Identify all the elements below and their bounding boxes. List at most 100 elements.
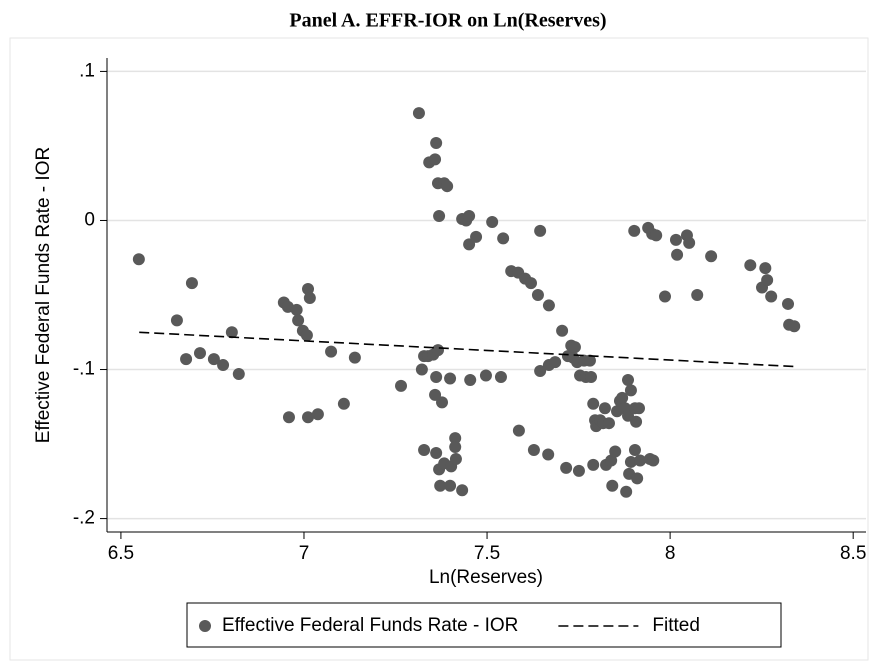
point <box>395 379 408 392</box>
y-tick-label: .1 <box>79 60 95 81</box>
point <box>412 107 425 120</box>
point <box>430 370 443 383</box>
point <box>207 353 220 366</box>
point <box>632 402 645 415</box>
point <box>449 452 462 465</box>
point <box>456 484 469 497</box>
point <box>132 253 145 266</box>
point <box>449 432 462 445</box>
point <box>325 345 338 358</box>
point <box>311 408 324 421</box>
point <box>634 454 647 467</box>
point <box>560 461 573 474</box>
point <box>431 344 444 357</box>
point <box>602 417 615 430</box>
x-tick-label: 8 <box>665 543 676 564</box>
y-tick-label: 0 <box>84 209 95 230</box>
point <box>744 259 757 272</box>
point <box>587 397 600 410</box>
x-tick-label: 7 <box>299 543 310 564</box>
point <box>568 341 581 354</box>
point <box>782 297 795 310</box>
point <box>630 415 643 428</box>
point <box>658 290 671 303</box>
point <box>556 324 569 337</box>
point <box>605 454 618 467</box>
point <box>534 365 547 378</box>
point <box>628 224 641 237</box>
point <box>464 373 477 386</box>
point <box>444 372 457 385</box>
point <box>549 356 562 369</box>
point <box>470 230 483 243</box>
point <box>441 180 454 193</box>
point <box>609 445 622 458</box>
point <box>631 472 644 485</box>
point <box>542 448 555 461</box>
point <box>650 229 663 242</box>
x-tick-label: 6.5 <box>108 543 134 564</box>
point <box>494 370 507 383</box>
point <box>434 479 447 492</box>
point <box>691 289 704 301</box>
point <box>292 314 305 327</box>
point <box>232 368 245 380</box>
x-axis-label: Ln(Reserves) <box>429 567 543 588</box>
point <box>348 351 361 364</box>
point <box>415 363 428 376</box>
x-tick-label: 8.5 <box>840 543 866 564</box>
point <box>585 370 598 383</box>
legend-marker <box>199 620 211 632</box>
point <box>429 153 442 166</box>
point <box>303 291 316 304</box>
point <box>527 444 540 457</box>
point <box>788 320 801 333</box>
point <box>185 277 198 290</box>
legend-label: Fitted <box>652 615 700 636</box>
point <box>479 369 492 382</box>
point <box>430 136 443 149</box>
point <box>624 455 637 468</box>
point <box>486 215 499 228</box>
point <box>282 411 295 424</box>
point <box>616 391 629 404</box>
point <box>225 326 238 339</box>
point <box>534 224 547 237</box>
point <box>705 250 718 263</box>
point <box>430 447 443 459</box>
point <box>628 444 641 457</box>
point <box>598 402 611 415</box>
point <box>193 347 206 360</box>
legend-label: Effective Federal Funds Rate - IOR <box>222 615 518 636</box>
point <box>300 329 313 342</box>
y-tick-label: -.2 <box>73 508 95 529</box>
point <box>436 396 449 409</box>
point <box>624 384 637 397</box>
y-axis-label: Effective Federal Funds Rate - IOR <box>33 147 54 443</box>
point <box>669 233 682 246</box>
chart-title: Panel A. EFFR-IOR on Ln(Reserves) <box>289 10 606 32</box>
point <box>444 479 457 492</box>
x-tick-label: 7.5 <box>474 543 500 564</box>
point <box>170 314 183 327</box>
point <box>765 290 778 303</box>
point <box>463 210 476 222</box>
point <box>647 454 660 467</box>
y-tick-label: -.1 <box>73 359 95 380</box>
point <box>418 444 431 457</box>
point <box>290 303 303 316</box>
fitted-line <box>139 331 795 368</box>
point <box>606 479 619 492</box>
point <box>337 397 350 410</box>
point <box>512 424 525 437</box>
point <box>449 441 462 454</box>
point <box>497 232 510 245</box>
point <box>759 262 772 275</box>
point <box>542 299 555 312</box>
point <box>524 277 537 290</box>
point <box>683 236 696 249</box>
point <box>761 274 774 287</box>
point <box>302 283 315 296</box>
